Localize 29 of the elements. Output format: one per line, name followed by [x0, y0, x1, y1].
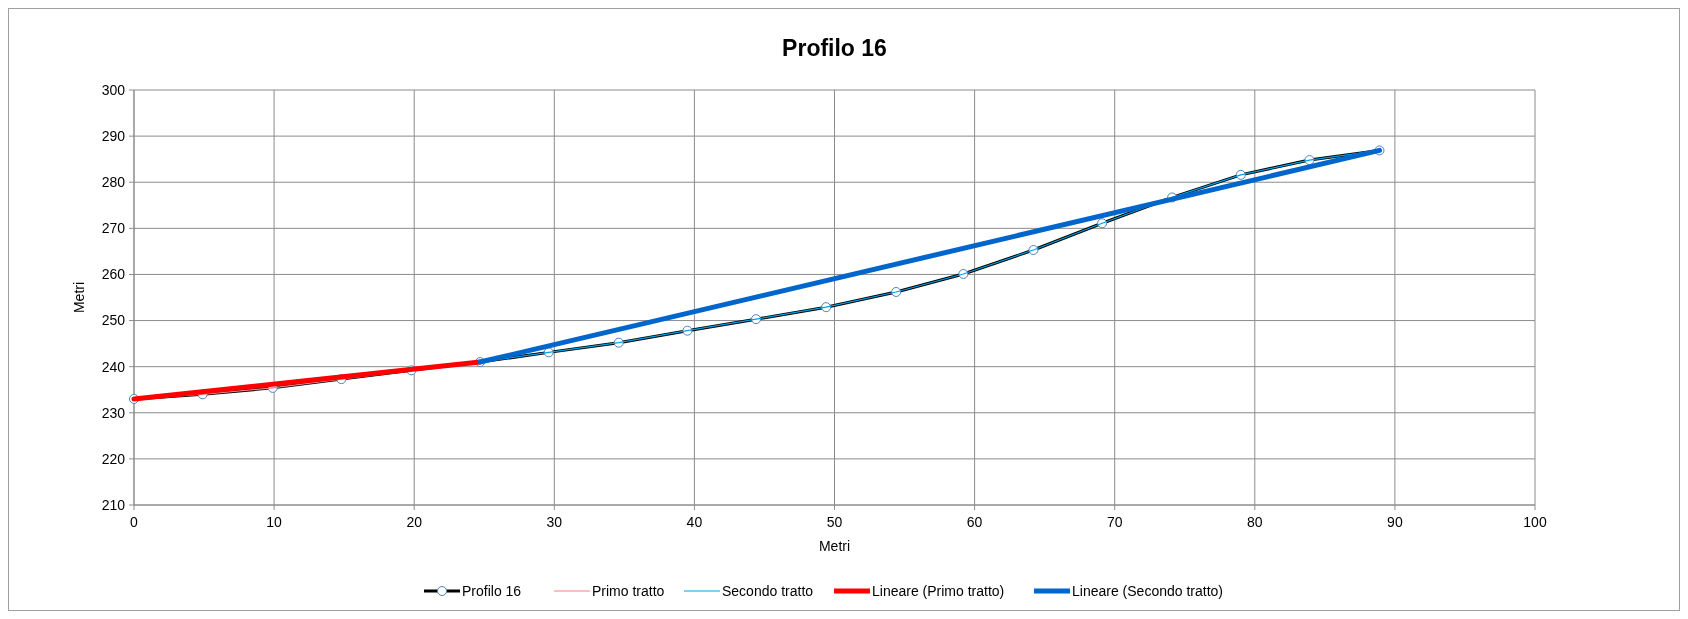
- legend-label: Primo tratto: [592, 582, 665, 599]
- x-tick-label: 10: [266, 514, 283, 530]
- x-tick-label: 30: [546, 514, 563, 530]
- y-tick-label: 300: [101, 81, 126, 98]
- x-tick-label: 70: [1106, 514, 1123, 530]
- legend-label: Lineare (Primo tratto): [872, 582, 1005, 599]
- y-tick-label: 280: [101, 174, 126, 191]
- legend-label: Profilo 16: [462, 582, 522, 599]
- x-tick-label: 90: [1387, 514, 1403, 530]
- x-tick-label: 20: [406, 514, 423, 530]
- legend-label: Secondo tratto: [722, 582, 814, 599]
- y-tick-label: 240: [101, 358, 126, 375]
- y-tick-label: 290: [101, 128, 126, 145]
- x-tick-label: 0: [130, 514, 139, 530]
- y-tick-label: 250: [101, 312, 126, 329]
- y-tick-label: 230: [101, 404, 126, 421]
- y-tick-label: 210: [101, 496, 126, 513]
- x-tick-label: 60: [966, 514, 983, 530]
- y-tick-label: 260: [101, 266, 126, 283]
- chart-title: Profilo 16: [782, 35, 887, 61]
- legend-label: Lineare (Secondo tratto): [1072, 582, 1223, 599]
- x-tick-label: 80: [1247, 514, 1263, 530]
- x-tick-label: 40: [686, 514, 703, 530]
- y-tick-label: 270: [101, 220, 126, 237]
- x-tick-label: 50: [826, 514, 843, 530]
- y-axis-title: Metri: [71, 281, 87, 314]
- x-axis-title: Metri: [818, 538, 851, 554]
- y-tick-label: 220: [101, 450, 126, 467]
- x-tick-label: 100: [1523, 514, 1547, 530]
